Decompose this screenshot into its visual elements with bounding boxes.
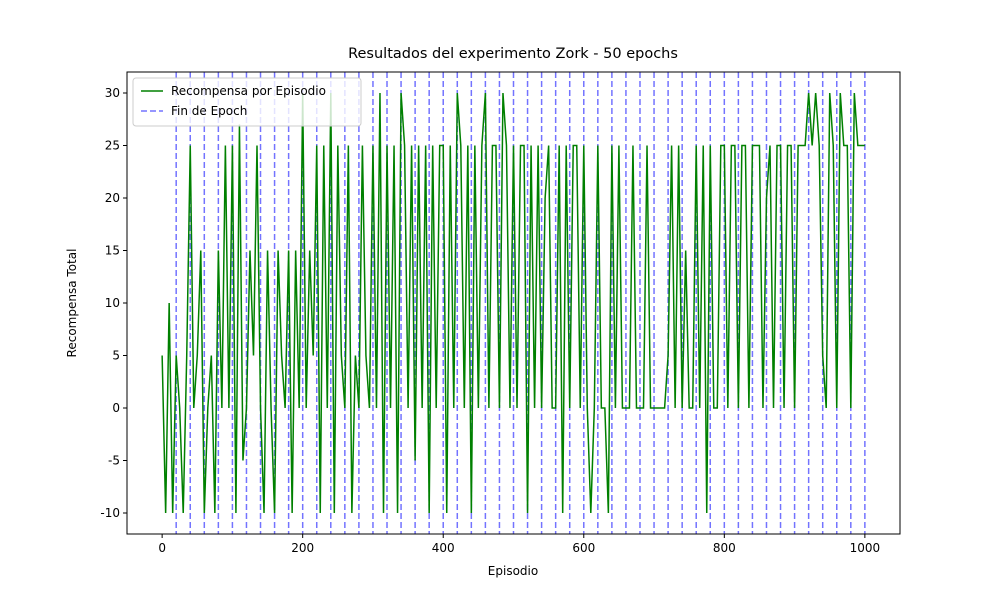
y-tick-label: -10 (100, 506, 120, 520)
legend-label: Fin de Epoch (171, 104, 247, 118)
y-tick-label: 30 (105, 86, 120, 100)
y-tick-label: 25 (105, 139, 120, 153)
y-tick-label: 10 (105, 296, 120, 310)
x-tick-label: 0 (158, 541, 166, 555)
y-tick-label: 15 (105, 244, 120, 258)
x-axis-label: Episodio (488, 564, 538, 578)
legend-label: Recompensa por Episodio (171, 84, 326, 98)
x-tick-label: 200 (291, 541, 314, 555)
y-tick-label: 0 (112, 401, 120, 415)
chart-title: Resultados del experimento Zork - 50 epo… (348, 46, 678, 62)
y-tick-label: 5 (112, 349, 120, 363)
legend-box (132, 77, 362, 127)
x-tick-label: 800 (713, 541, 736, 555)
y-axis-label: Recompensa Total (65, 249, 79, 358)
y-tick-label: -5 (108, 454, 120, 468)
x-tick-label: 1000 (850, 541, 881, 555)
y-tick-label: 20 (105, 191, 120, 205)
data-line (161, 92, 865, 514)
x-tick-label: 400 (432, 541, 455, 555)
x-tick-label: 600 (572, 541, 595, 555)
